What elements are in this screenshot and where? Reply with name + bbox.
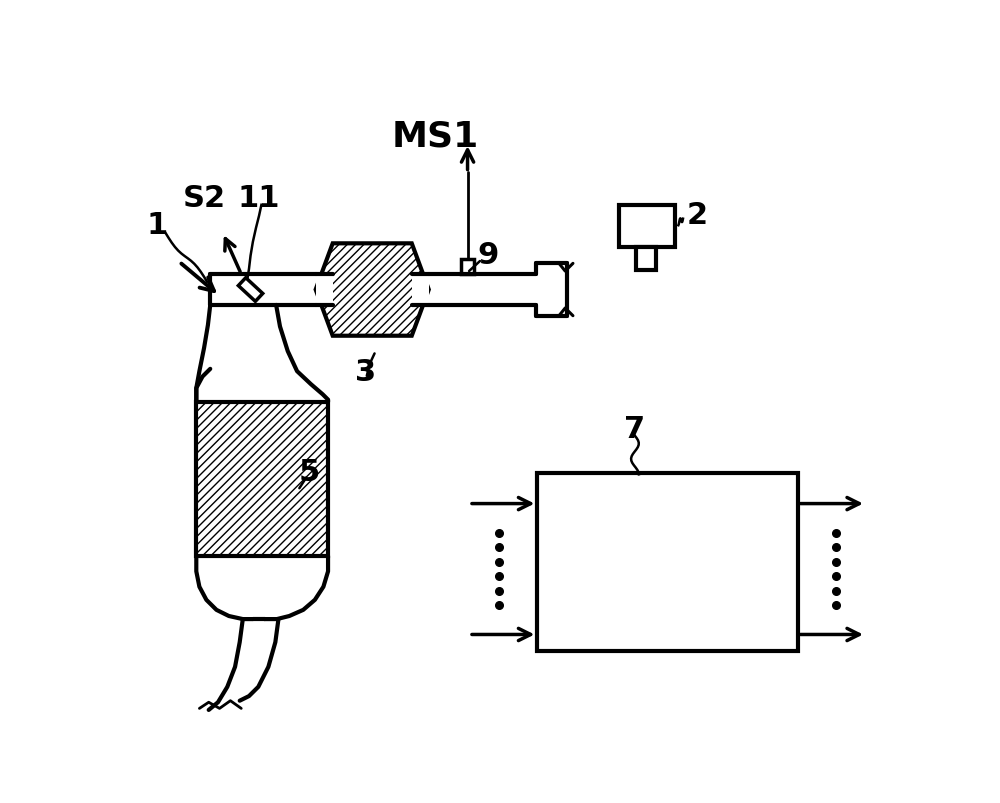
Text: 3: 3 (355, 357, 376, 386)
Bar (619, 206, 675, 248)
Text: S2: S2 (182, 183, 226, 212)
Text: 2: 2 (686, 201, 708, 230)
Text: 7: 7 (624, 414, 646, 443)
Bar (636, 248, 656, 271)
Text: 9: 9 (477, 241, 498, 270)
Polygon shape (238, 279, 263, 302)
Bar (412, 275, 429, 305)
Text: 5: 5 (299, 457, 320, 486)
Bar (537, 473, 798, 651)
Text: MS1: MS1 (391, 120, 479, 153)
Polygon shape (316, 244, 429, 336)
Bar (461, 259, 474, 275)
Bar (196, 402, 328, 556)
Text: 1: 1 (147, 211, 168, 240)
Bar (316, 275, 333, 305)
Text: 11: 11 (237, 183, 280, 212)
